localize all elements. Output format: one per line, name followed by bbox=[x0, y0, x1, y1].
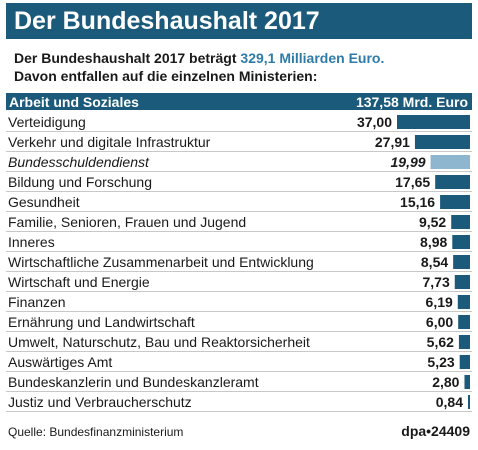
bar bbox=[435, 175, 470, 189]
intro-line-1-prefix: Der Bundeshaushalt 2017 beträgt bbox=[14, 50, 237, 66]
category-label: Auswärtiges Amt bbox=[8, 354, 112, 370]
value-label: 8,54 bbox=[421, 254, 448, 270]
category-label: Wirtschaftliche Zusammenarbeit und Entwi… bbox=[8, 254, 314, 270]
bar bbox=[430, 155, 470, 169]
bar bbox=[414, 135, 470, 149]
bar-full-width bbox=[6, 93, 472, 110]
source-note: Quelle: Bundesfinanzministerium bbox=[8, 425, 184, 439]
value-label: 27,91 bbox=[375, 134, 410, 150]
bar bbox=[397, 115, 470, 129]
value-label: 8,98 bbox=[420, 234, 447, 250]
bar bbox=[458, 315, 470, 329]
category-label: Bildung und Forschung bbox=[8, 174, 152, 190]
bar bbox=[458, 335, 470, 349]
value-label: 137,58 Mrd. Euro bbox=[356, 94, 468, 110]
value-label: 9,52 bbox=[419, 214, 446, 230]
value-label: 6,19 bbox=[426, 294, 453, 310]
value-label: 15,16 bbox=[400, 194, 435, 210]
bar bbox=[454, 275, 470, 289]
category-label: Justiz und Verbraucherschutz bbox=[8, 394, 192, 410]
value-label: 37,00 bbox=[357, 114, 392, 130]
intro-line-1: Der Bundeshaushalt 2017 beträgt 329,1 Mi… bbox=[14, 49, 470, 67]
category-label: Bundeskanzlerin und Bundeskanzleramt bbox=[8, 374, 259, 390]
intro-text: Der Bundeshaushalt 2017 beträgt 329,1 Mi… bbox=[14, 49, 470, 85]
intro-line-2: Davon entfallen auf die einzelnen Minist… bbox=[14, 68, 318, 84]
value-label: 5,62 bbox=[427, 334, 454, 350]
chart-title: Der Bundeshaushalt 2017 bbox=[14, 7, 320, 35]
bar bbox=[453, 255, 470, 269]
bar bbox=[452, 235, 470, 249]
category-label: Finanzen bbox=[8, 294, 66, 310]
value-label: 7,73 bbox=[422, 274, 449, 290]
category-label: Familie, Senioren, Frauen und Jugend bbox=[8, 214, 246, 230]
agency-credit: dpa•24409 bbox=[401, 423, 470, 439]
category-label: Verteidigung bbox=[8, 114, 86, 130]
bar bbox=[468, 395, 470, 409]
bar bbox=[440, 195, 470, 209]
bar bbox=[459, 355, 470, 369]
value-label: 2,80 bbox=[432, 374, 459, 390]
intro-total-amount: 329,1 Milliarden Euro. bbox=[240, 50, 385, 66]
bar bbox=[451, 215, 470, 229]
category-label: Arbeit und Soziales bbox=[9, 94, 139, 110]
value-label: 17,65 bbox=[395, 174, 430, 190]
category-label: Gesundheit bbox=[8, 194, 80, 210]
category-label: Verkehr und digitale Infrastruktur bbox=[8, 134, 211, 150]
bar bbox=[464, 375, 470, 389]
category-label: Bundesschuldendienst bbox=[8, 154, 150, 170]
value-label: 5,23 bbox=[427, 354, 454, 370]
category-label: Ernährung und Landwirtschaft bbox=[8, 314, 195, 330]
value-label: 6,00 bbox=[426, 314, 453, 330]
category-label: Wirtschaft und Energie bbox=[8, 274, 150, 290]
category-label: Umwelt, Naturschutz, Bau und Reaktorsich… bbox=[8, 334, 310, 350]
value-label: 19,99 bbox=[391, 154, 426, 170]
title-bar: Der Bundeshaushalt 2017 bbox=[6, 3, 472, 39]
bar bbox=[457, 295, 470, 309]
value-label: 0,84 bbox=[436, 394, 463, 410]
category-label: Inneres bbox=[8, 234, 55, 250]
bar-chart: Arbeit und Soziales 137,58 Mrd. Euro Verte… bbox=[6, 93, 472, 412]
